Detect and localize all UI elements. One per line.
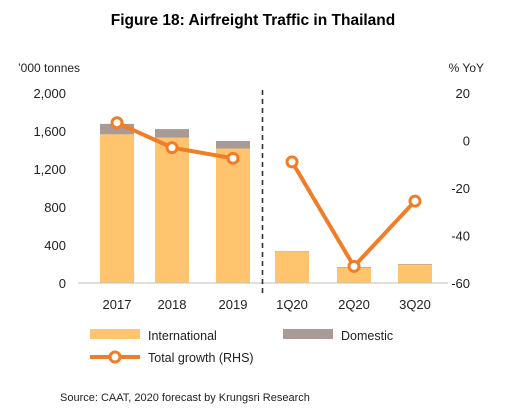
legend-swatch-domestic [283, 329, 333, 339]
right-y-tick-label: 0 [463, 134, 470, 149]
growth-point-2Q20 [347, 259, 361, 273]
legend-swatch-growth-marker [108, 350, 122, 364]
bars-layer [100, 123, 432, 283]
growth-point-2018 [165, 141, 179, 155]
x-tick-label: 3Q20 [399, 297, 431, 312]
bar-international-3Q20 [398, 264, 432, 283]
bar-domestic-2018 [155, 129, 189, 138]
legend-swatch-international [90, 329, 140, 339]
growth-point-1Q20 [285, 155, 299, 169]
growth-line-segment-2 [290, 160, 417, 269]
bar-domestic-3Q20 [398, 264, 432, 265]
legend-label: Domestic [341, 329, 393, 343]
axes-layer: 2017 2018 2019 1Q20 2Q20 3Q20 0 400 800 1,200 1,60… [33, 86, 470, 312]
growth-point-2019 [226, 151, 240, 165]
left-y-tick-label: 2,000 [33, 86, 66, 101]
bar-international-1Q20 [275, 251, 309, 283]
legend-label: Total growth (RHS) [148, 351, 254, 365]
right-y-tick-label: -20 [451, 181, 470, 196]
right-y-tick-label: -60 [451, 276, 470, 291]
left-y-tick-label: 1,600 [33, 124, 66, 139]
left-y-tick-label: 0 [59, 276, 66, 291]
source-note: Source: CAAT, 2020 forecast by Krungsri … [60, 392, 310, 404]
left-y-tick-label: 800 [44, 200, 66, 215]
x-tick-label: 2019 [219, 297, 248, 312]
left-y-tick-label: 400 [44, 238, 66, 253]
x-tick-label: 1Q20 [276, 297, 308, 312]
x-tick-label: 2018 [158, 297, 187, 312]
bar-international-2017 [100, 134, 134, 283]
growth-point-3Q20 [408, 194, 422, 208]
right-y-tick-label: 20 [456, 86, 470, 101]
x-tick-label: 2Q20 [338, 297, 370, 312]
growth-line-layer [110, 116, 422, 273]
bar-international-2Q20 [337, 267, 371, 283]
legend: International Domestic Total growth (RHS) [90, 329, 393, 365]
legend-label: International [148, 329, 217, 343]
bar-international-2019 [216, 148, 250, 283]
bar-domestic-1Q20 [275, 251, 309, 252]
left-y-tick-label: 1,200 [33, 162, 66, 177]
bar-international-2018 [155, 137, 189, 283]
growth-point-2017 [110, 116, 124, 130]
left-axis-unit: ’000 tonnes [18, 61, 80, 75]
x-tick-label: 2017 [103, 297, 132, 312]
right-y-tick-label: -40 [451, 229, 470, 244]
bar-domestic-2019 [216, 140, 250, 149]
chart-title: Figure 18: Airfreight Traffic in Thailan… [111, 12, 396, 29]
right-axis-unit: % YoY [449, 61, 484, 75]
